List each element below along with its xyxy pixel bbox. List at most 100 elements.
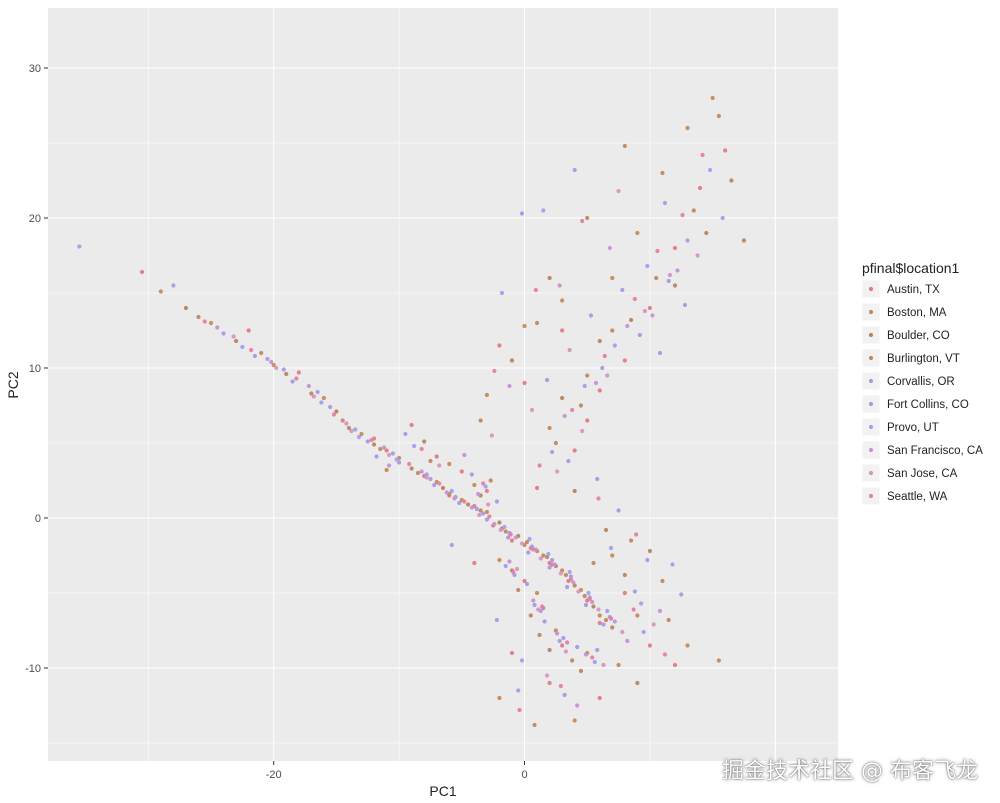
data-point <box>489 433 495 438</box>
data-point <box>407 461 412 467</box>
data-point <box>509 358 515 363</box>
data-point <box>585 215 590 221</box>
data-point <box>534 485 540 491</box>
data-point <box>403 431 408 437</box>
data-point <box>196 314 201 320</box>
data-point <box>422 439 427 444</box>
data-point <box>547 565 552 570</box>
data-point <box>704 230 709 236</box>
data-point <box>660 578 665 584</box>
data-point <box>675 268 680 273</box>
data-point <box>566 458 571 464</box>
data-point <box>419 469 424 474</box>
data-point <box>562 413 567 419</box>
data-point <box>497 695 502 701</box>
legend-label: Fort Collins, CO <box>887 399 969 411</box>
legend-swatch <box>868 424 874 430</box>
y-tick-label: 0 <box>35 513 41 525</box>
data-point <box>249 347 254 353</box>
data-point <box>419 446 424 452</box>
data-point <box>591 560 596 566</box>
data-point <box>481 481 486 486</box>
data-point <box>384 448 389 453</box>
data-point <box>602 353 607 359</box>
data-point <box>315 389 320 395</box>
data-point <box>685 643 690 648</box>
data-point <box>654 275 659 281</box>
data-point <box>452 496 457 501</box>
data-point <box>707 167 713 173</box>
data-point <box>202 319 207 324</box>
data-point <box>306 383 311 389</box>
data-point <box>365 439 370 444</box>
data-point <box>560 395 565 401</box>
data-point <box>645 557 650 563</box>
data-point <box>549 562 555 567</box>
data-point <box>657 350 663 356</box>
data-point <box>610 625 615 630</box>
legend-swatch <box>868 332 874 338</box>
data-point <box>695 253 700 258</box>
data-point <box>595 647 600 653</box>
data-point <box>537 463 542 468</box>
data-point <box>568 577 574 582</box>
data-point <box>605 608 610 614</box>
data-point <box>462 452 467 458</box>
data-point <box>655 248 660 254</box>
data-point <box>645 263 650 269</box>
data-point <box>647 643 653 648</box>
data-point <box>397 460 402 465</box>
data-point <box>271 362 276 368</box>
panel-background <box>48 8 838 761</box>
data-point <box>378 446 383 452</box>
data-point <box>492 521 497 527</box>
series-9 <box>202 152 705 713</box>
y-tick-label: -10 <box>25 663 41 675</box>
data-point <box>660 170 665 176</box>
data-point <box>620 287 625 293</box>
data-point <box>570 658 575 663</box>
data-point <box>608 545 614 551</box>
data-point <box>560 298 565 303</box>
data-point <box>587 596 592 602</box>
data-point <box>591 604 596 609</box>
data-point <box>346 425 352 431</box>
data-point <box>478 418 483 423</box>
data-point <box>394 457 399 462</box>
data-point <box>597 695 602 701</box>
data-point <box>605 373 610 378</box>
data-point <box>583 652 589 657</box>
data-point <box>412 443 417 449</box>
data-point <box>233 338 239 344</box>
data-point <box>558 683 563 689</box>
data-point <box>497 343 502 348</box>
data-point <box>528 613 533 618</box>
data-point <box>635 680 640 686</box>
data-point <box>311 394 316 399</box>
data-point <box>553 440 558 446</box>
legend-label: San Francisco, CA <box>887 445 983 457</box>
data-point <box>529 407 535 413</box>
data-point <box>415 470 421 476</box>
data-point <box>281 367 286 372</box>
data-point <box>513 535 518 540</box>
data-point <box>547 425 552 431</box>
data-point <box>667 272 673 278</box>
data-point <box>432 482 437 488</box>
data-point <box>502 524 507 530</box>
data-point <box>601 622 606 627</box>
data-point <box>472 560 477 566</box>
data-point <box>356 434 362 440</box>
data-point <box>608 616 614 621</box>
data-point <box>290 379 295 384</box>
data-point <box>558 571 563 576</box>
data-point <box>465 502 471 507</box>
data-point <box>592 659 597 665</box>
data-point <box>484 488 489 494</box>
x-axis-ticks: -20 0 <box>266 761 528 781</box>
data-point <box>572 488 577 494</box>
data-point <box>610 328 615 333</box>
data-point <box>647 305 653 311</box>
data-point <box>549 557 555 563</box>
